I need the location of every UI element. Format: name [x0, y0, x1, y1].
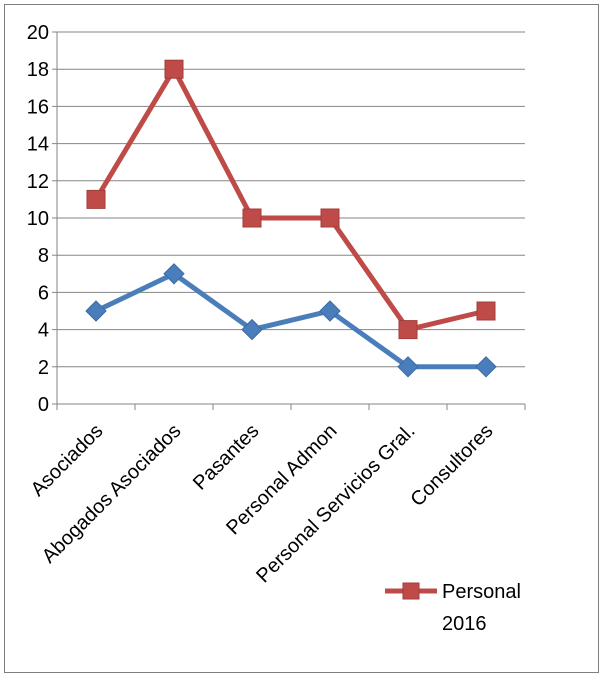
- legend: Personal 2016: [385, 581, 521, 635]
- y-tick-label: 8: [38, 245, 49, 267]
- series-layer: [85, 59, 497, 378]
- y-tick-label: 6: [38, 282, 49, 304]
- data-point-diamond: [397, 356, 419, 378]
- series-1: [86, 59, 496, 340]
- y-axis-tick-labels: 0 2 4 6 8 10 12 14 16 18 20: [27, 22, 49, 416]
- x-category-label: Asociados: [27, 420, 108, 501]
- data-point-square: [86, 189, 106, 209]
- series-line: [93, 66, 487, 333]
- data-point-diamond: [163, 263, 185, 285]
- axes: [52, 31, 526, 410]
- y-tick-label: 14: [27, 134, 49, 156]
- y-tick-label: 10: [27, 208, 49, 230]
- legend-label-line2: 2016: [442, 613, 487, 635]
- data-point-diamond: [319, 300, 341, 322]
- series-line: [94, 271, 486, 370]
- y-tick-label: 4: [38, 320, 49, 342]
- data-point-diamond: [475, 356, 497, 378]
- data-point-square: [398, 320, 418, 340]
- series-0: [85, 263, 497, 378]
- y-tick-label: 18: [27, 59, 49, 81]
- y-tick-label: 2: [38, 357, 49, 379]
- x-category-label: Abogados Asociados: [38, 420, 186, 568]
- data-point-square: [242, 208, 262, 228]
- x-category-label: Consultores: [407, 420, 498, 511]
- y-tick-label: 0: [38, 394, 49, 416]
- data-point-square: [476, 301, 496, 321]
- chart-frame: [4, 4, 599, 673]
- y-tick-label: 16: [27, 96, 49, 118]
- legend-label-line1: Personal: [442, 581, 521, 603]
- data-point-diamond: [85, 300, 107, 322]
- data-point-square: [320, 208, 340, 228]
- data-point-square: [164, 59, 184, 79]
- data-point-diamond: [241, 318, 263, 341]
- x-category-label: Pasantes: [189, 420, 264, 495]
- y-tick-label: 20: [27, 22, 49, 44]
- y-tick-label: 12: [27, 171, 49, 193]
- legend-square-marker: [402, 582, 420, 600]
- x-category-label: Personal Servicios Gral.: [252, 420, 419, 587]
